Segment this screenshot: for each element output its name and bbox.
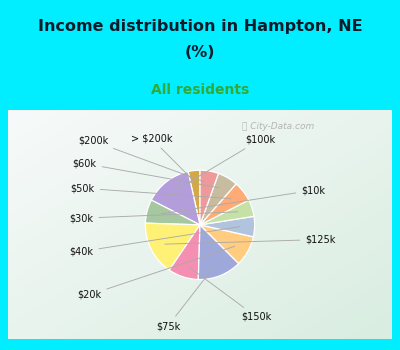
Text: Income distribution in Hampton, NE: Income distribution in Hampton, NE [38, 19, 362, 34]
Wedge shape [145, 200, 200, 225]
Wedge shape [198, 225, 239, 280]
Wedge shape [200, 225, 253, 264]
Text: All residents: All residents [151, 83, 249, 97]
Wedge shape [200, 170, 218, 225]
Wedge shape [188, 170, 200, 225]
Text: ⧖ City-Data.com: ⧖ City-Data.com [242, 121, 315, 131]
Text: $75k: $75k [156, 267, 214, 331]
Text: > $200k: > $200k [130, 133, 193, 181]
Text: $100k: $100k [176, 134, 276, 190]
Text: $10k: $10k [162, 185, 325, 214]
Wedge shape [151, 172, 200, 225]
Text: $50k: $50k [70, 183, 231, 198]
Wedge shape [200, 200, 254, 225]
Wedge shape [145, 223, 200, 270]
Text: $200k: $200k [78, 136, 205, 182]
Wedge shape [200, 216, 255, 237]
Wedge shape [200, 184, 249, 225]
Wedge shape [169, 225, 200, 280]
Text: $20k: $20k [77, 246, 235, 300]
Wedge shape [200, 174, 236, 225]
Text: $150k: $150k [189, 267, 272, 322]
Text: $30k: $30k [69, 212, 238, 223]
Text: (%): (%) [185, 46, 215, 61]
Text: $125k: $125k [165, 234, 336, 245]
Text: $40k: $40k [69, 227, 240, 257]
Text: $60k: $60k [73, 159, 219, 188]
